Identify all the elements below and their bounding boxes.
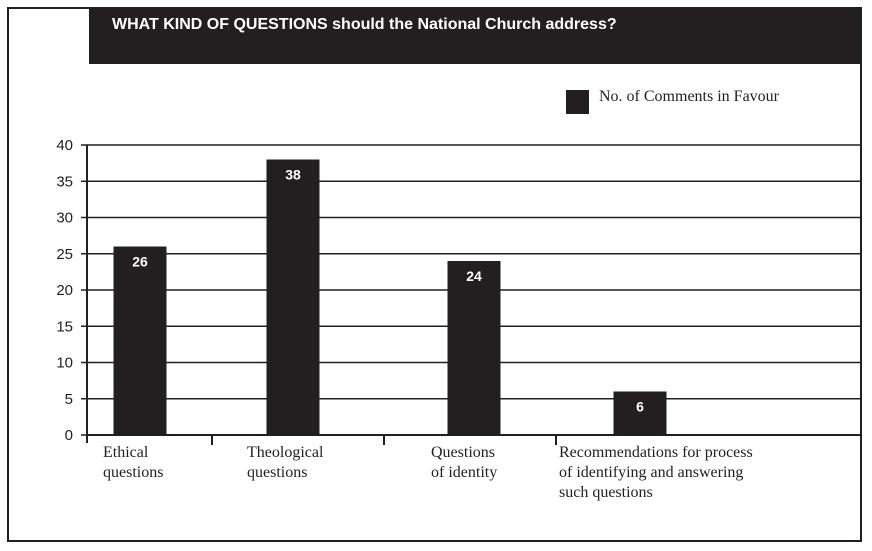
y-tick-label-25: 25	[56, 246, 73, 263]
bar-value-label-2: 38	[285, 167, 301, 183]
bar-value-label-3: 24	[466, 268, 482, 284]
x-tick-label-recommendations: Recommendations for process of identifyi…	[559, 444, 753, 501]
bar-value-label-4: 6	[636, 399, 644, 415]
bar-4	[613, 391, 667, 435]
y-tick-label-35: 35	[56, 173, 73, 190]
y-tick-label-0: 0	[65, 427, 73, 444]
y-tick-label-15: 15	[56, 318, 73, 335]
title-band	[89, 7, 862, 64]
bar-3	[447, 261, 501, 435]
x-tick-label-theological: Theological questions	[247, 444, 324, 481]
legend-label: No. of Comments in Favour	[599, 88, 779, 105]
y-tick-label-40: 40	[56, 137, 73, 154]
y-tick-label-20: 20	[56, 282, 73, 299]
x-tick-label-ethical: Ethical questions	[103, 444, 164, 481]
y-tick-label-30: 30	[56, 210, 73, 227]
chart-title: WHAT KIND OF QUESTIONS should the Nation…	[112, 16, 617, 33]
x-tick-label-identity: Questions of identity	[431, 444, 498, 481]
y-tick-label-5: 5	[65, 391, 73, 408]
legend-swatch	[566, 90, 589, 114]
bar-value-label-1: 26	[132, 254, 148, 270]
bar-1	[113, 246, 167, 435]
y-tick-label-10: 10	[56, 355, 73, 372]
bar-2	[266, 159, 320, 435]
